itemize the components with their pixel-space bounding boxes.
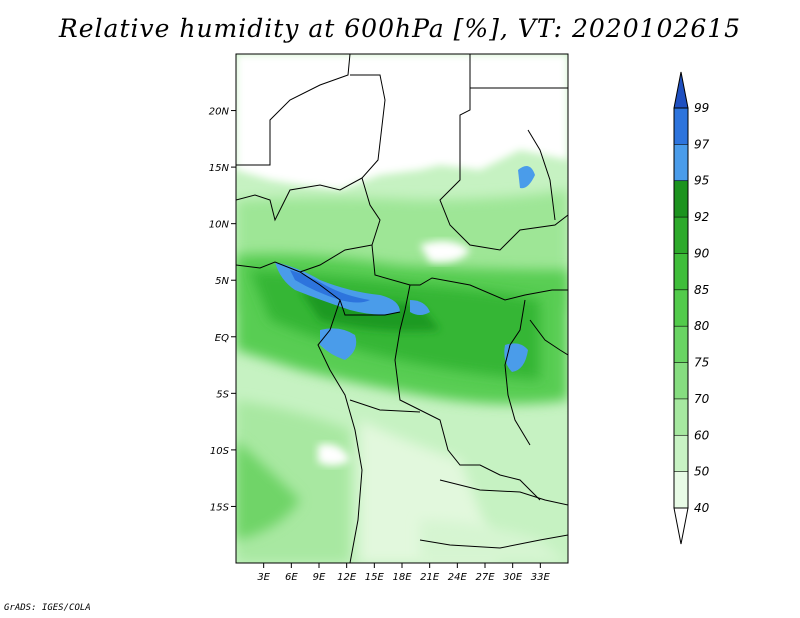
lat-tick-label: EQ: [215, 333, 229, 344]
colorbar-label: 75: [694, 356, 709, 370]
colorbar-label: 70: [694, 392, 710, 406]
lon-tick-label: 33E: [531, 572, 551, 583]
lat-tick-label: 20N: [209, 107, 230, 118]
colorbar-label: 60: [694, 428, 710, 442]
colorbar-swatch: [674, 471, 688, 508]
colorbar-swatch: [674, 326, 688, 363]
lat-tick-label: 10S: [210, 446, 230, 457]
lat-tick-label: 10N: [209, 220, 230, 231]
colorbar-label: 97: [694, 137, 710, 151]
map-title: Relative humidity at 600hPa [%], VT: 202…: [58, 14, 742, 43]
lat-tick-label: 5S: [216, 389, 229, 400]
colorbar-above-arrow: [673, 71, 689, 109]
colorbar-swatch: [674, 180, 688, 218]
latitude-axis: 20N 15N 10N 5N EQ 5S 10S 15S: [209, 107, 236, 513]
grads-credit: GrADS: IGES/COLA: [4, 603, 91, 613]
colorbar: 40 50 60 70 75 80 85 90 92 95 97 99: [673, 71, 710, 545]
lon-tick-label: 30E: [503, 572, 523, 583]
colorbar-label: 99: [694, 101, 709, 115]
colorbar-swatch: [674, 108, 688, 145]
colorbar-swatch: [674, 435, 688, 472]
lon-tick-label: 15E: [365, 572, 385, 583]
longitude-axis: 3E 6E 9E 12E 15E 18E 21E 24E 27E 30E 33E: [257, 563, 551, 583]
lon-tick-label: 24E: [448, 572, 468, 583]
colorbar-label: 92: [694, 210, 709, 224]
lon-tick-label: 27E: [475, 572, 495, 583]
colorbar-below-arrow: [673, 507, 689, 545]
colorbar-label: 95: [694, 174, 709, 188]
colorbar-label: 50: [694, 465, 710, 479]
humidity-field: [236, 54, 568, 563]
colorbar-swatch: [674, 398, 688, 436]
lon-tick-label: 21E: [420, 572, 440, 583]
lon-tick-label: 6E: [285, 572, 298, 583]
country-borders: [236, 54, 568, 563]
colorbar-swatch: [674, 362, 688, 399]
colorbar-swatch: [674, 144, 688, 181]
lon-tick-label: 12E: [337, 572, 357, 583]
lat-tick-label: 15N: [209, 163, 230, 174]
colorbar-label: 80: [694, 319, 710, 333]
lon-tick-label: 9E: [313, 572, 326, 583]
lon-tick-label: 18E: [392, 572, 412, 583]
colorbar-swatch: [674, 217, 688, 254]
lon-tick-label: 3E: [257, 572, 270, 583]
lat-tick-label: 15S: [210, 502, 230, 513]
colorbar-label: 85: [694, 283, 709, 297]
colorbar-swatch: [674, 253, 688, 290]
colorbar-label: 40: [694, 501, 710, 515]
colorbar-swatch: [674, 289, 688, 327]
colorbar-label: 90: [694, 246, 710, 260]
lat-tick-label: 5N: [215, 276, 229, 287]
